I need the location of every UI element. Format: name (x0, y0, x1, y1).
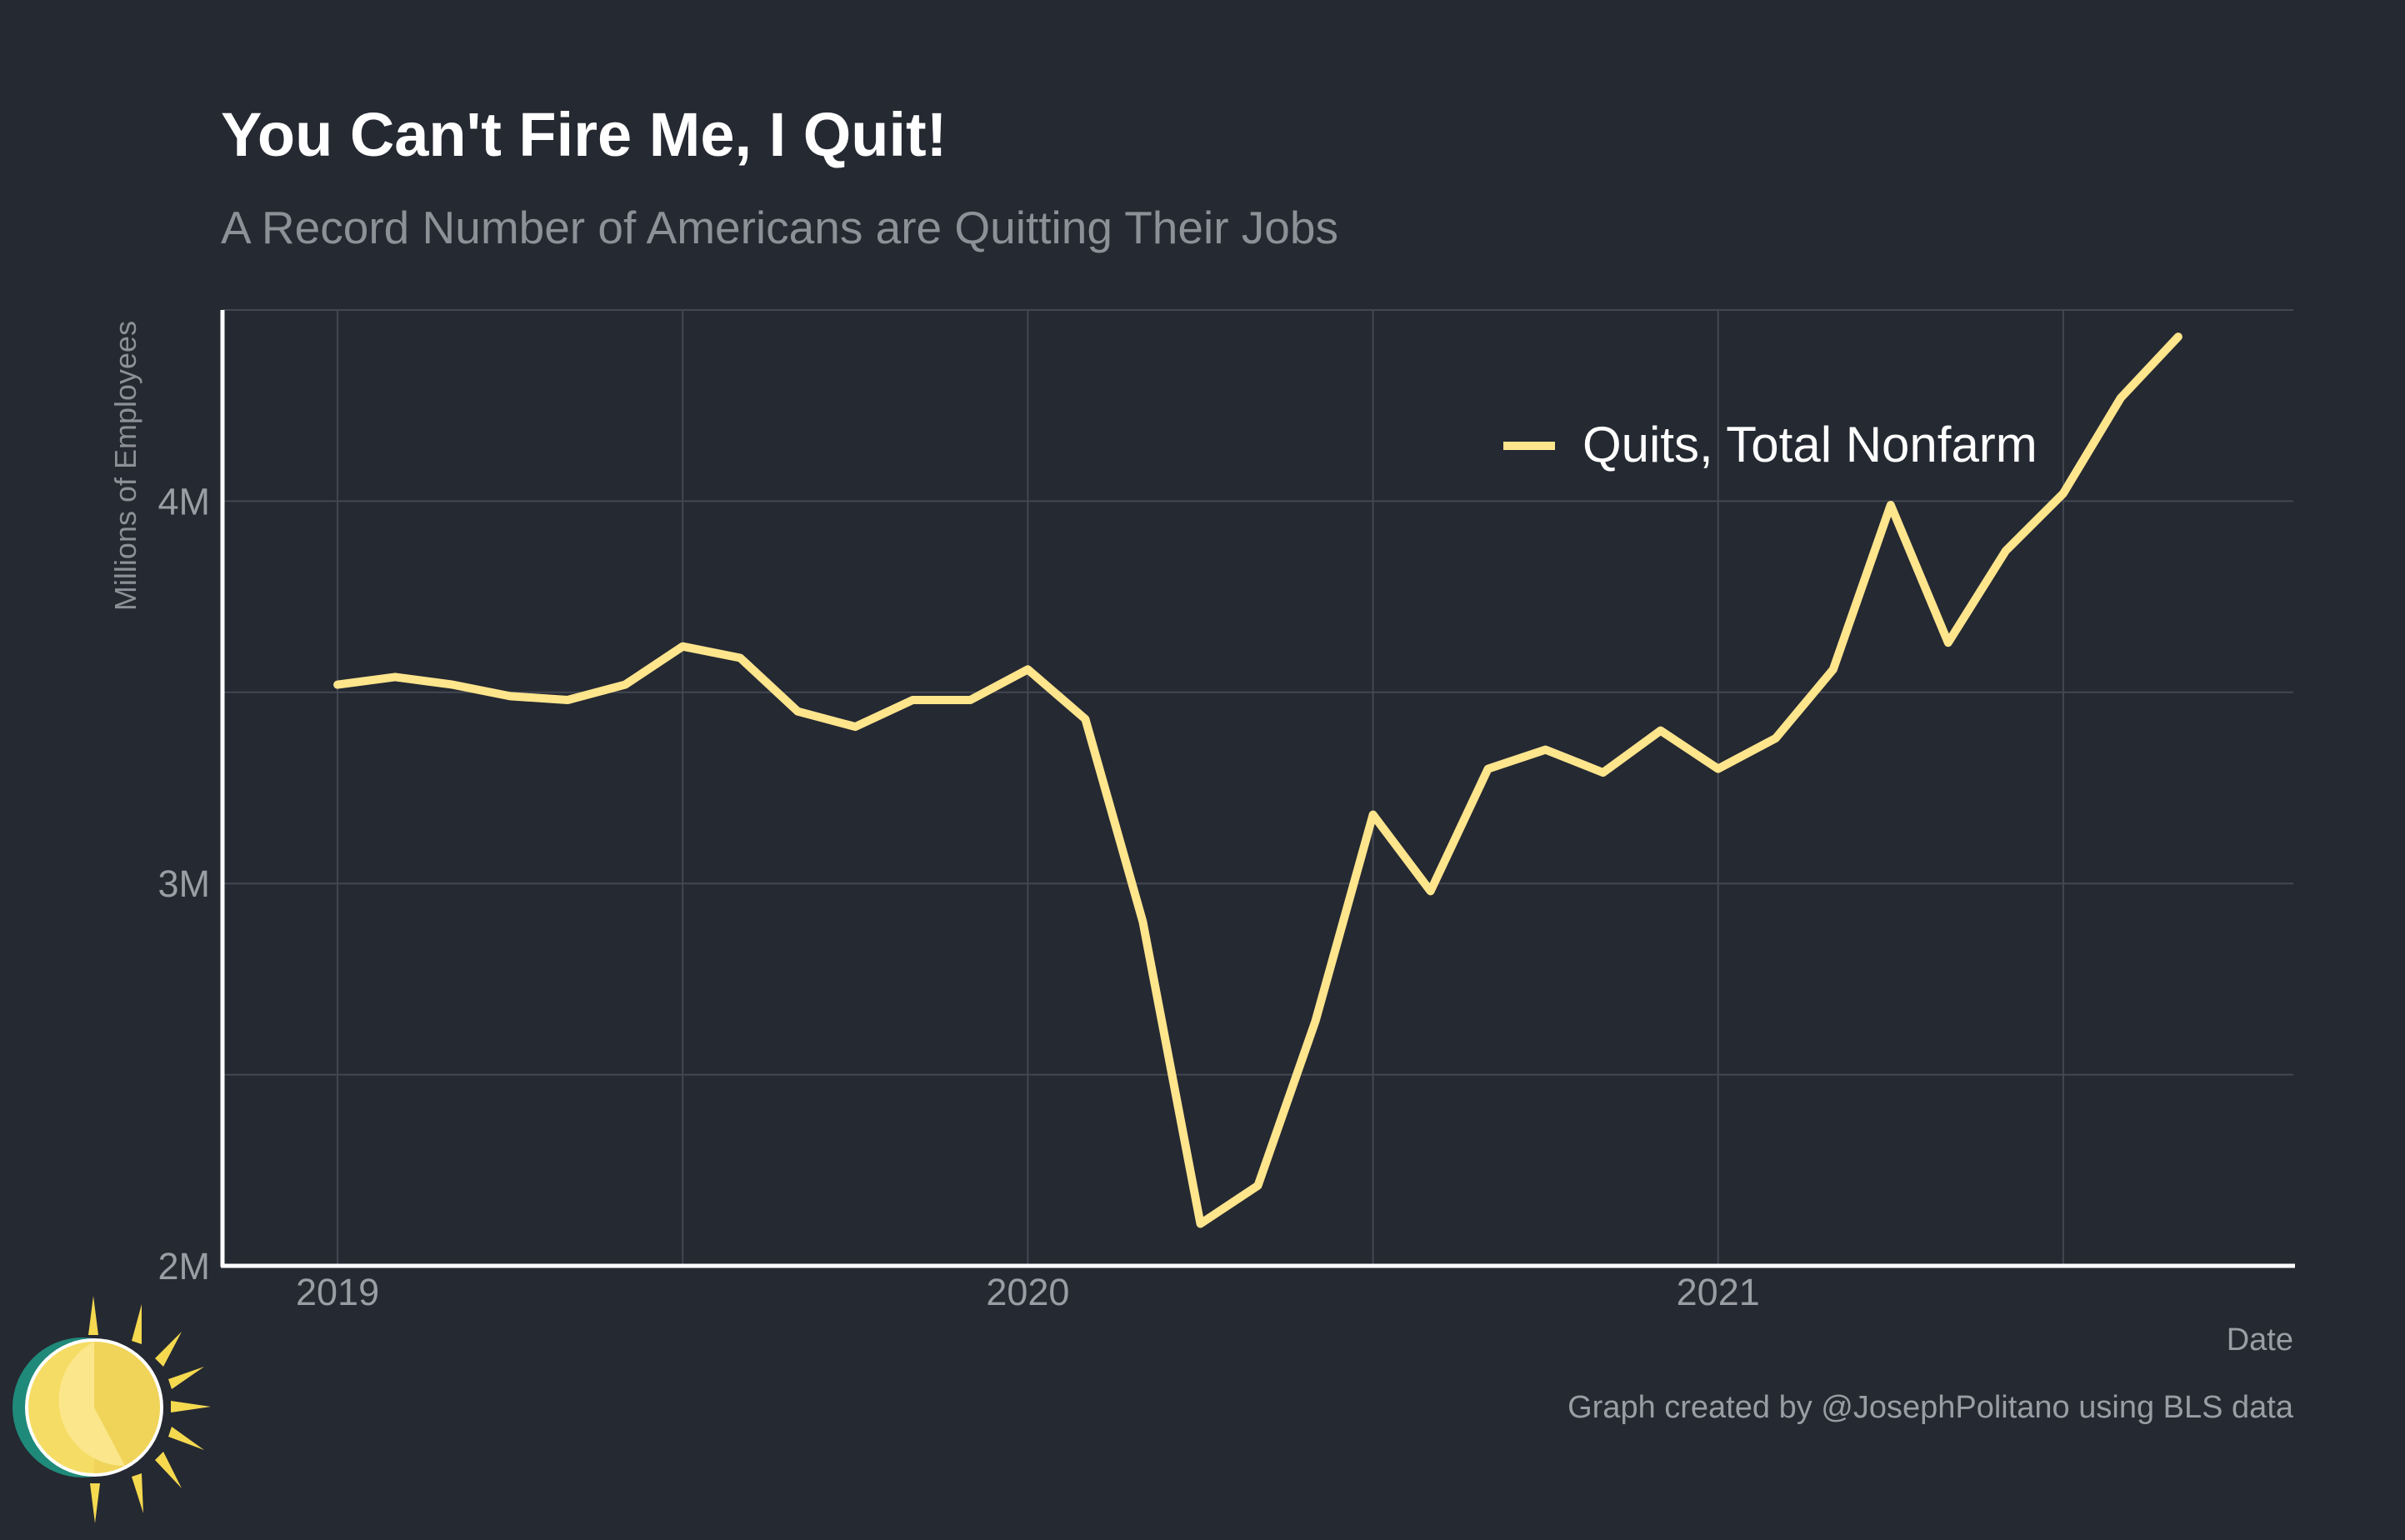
y-axis-label: Millions of Employees (108, 321, 142, 611)
y-tick-label: 3M (158, 862, 210, 905)
legend: Quits, Total Nonfarm (1503, 417, 2038, 472)
x-tick-label: 2020 (986, 1271, 1069, 1313)
x-tick-label: 2019 (296, 1271, 379, 1313)
y-tick-label: 4M (158, 480, 210, 522)
chart-title: You Can't Fire Me, I Quit! (221, 100, 947, 169)
chart-subtitle: A Record Number of Americans are Quittin… (221, 202, 1338, 253)
x-tick-label: 2021 (1677, 1271, 1760, 1313)
x-axis-label: Date (2227, 1322, 2293, 1358)
legend-label: Quits, Total Nonfarm (1582, 417, 2038, 472)
chart-caption: Graph created by @JosephPolitano using B… (1568, 1390, 2294, 1425)
y-tick-label: 2M (158, 1245, 210, 1288)
